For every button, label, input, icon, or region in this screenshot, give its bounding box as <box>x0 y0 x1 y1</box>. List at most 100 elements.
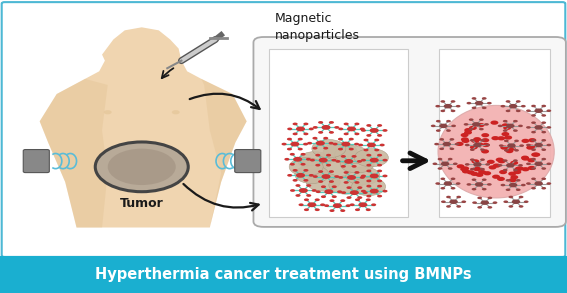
Circle shape <box>433 163 437 165</box>
Circle shape <box>475 182 483 187</box>
Circle shape <box>361 129 366 132</box>
Circle shape <box>526 146 534 150</box>
Circle shape <box>366 185 371 188</box>
Circle shape <box>321 195 326 198</box>
Circle shape <box>377 134 382 137</box>
Circle shape <box>492 136 500 140</box>
Circle shape <box>341 142 350 146</box>
Circle shape <box>347 127 356 131</box>
Circle shape <box>344 181 349 184</box>
Circle shape <box>316 141 325 146</box>
Circle shape <box>354 171 359 174</box>
Circle shape <box>487 102 492 104</box>
Circle shape <box>503 169 507 171</box>
Circle shape <box>501 184 505 186</box>
Circle shape <box>333 203 342 208</box>
Circle shape <box>521 105 526 108</box>
Circle shape <box>531 139 536 142</box>
Ellipse shape <box>438 105 554 198</box>
Circle shape <box>313 175 318 178</box>
FancyBboxPatch shape <box>2 2 565 257</box>
Circle shape <box>323 147 328 149</box>
Circle shape <box>366 208 371 211</box>
Circle shape <box>298 148 303 150</box>
Circle shape <box>354 143 359 145</box>
Circle shape <box>290 153 295 156</box>
Circle shape <box>499 170 507 174</box>
Circle shape <box>315 190 320 193</box>
Circle shape <box>354 132 359 135</box>
Circle shape <box>366 164 371 166</box>
Circle shape <box>473 137 481 141</box>
FancyBboxPatch shape <box>253 37 566 227</box>
Circle shape <box>312 137 318 139</box>
Circle shape <box>331 159 336 161</box>
FancyBboxPatch shape <box>23 149 49 173</box>
Circle shape <box>374 149 379 151</box>
Circle shape <box>522 156 530 161</box>
Circle shape <box>329 209 335 212</box>
Circle shape <box>506 124 515 128</box>
Circle shape <box>446 120 451 122</box>
Circle shape <box>450 148 454 150</box>
Circle shape <box>470 159 475 161</box>
Circle shape <box>514 149 519 151</box>
Circle shape <box>456 142 464 146</box>
Circle shape <box>446 205 451 208</box>
Circle shape <box>95 142 188 192</box>
Circle shape <box>453 163 458 165</box>
Circle shape <box>435 105 440 108</box>
Circle shape <box>363 191 367 194</box>
Circle shape <box>439 138 444 141</box>
Circle shape <box>441 100 445 103</box>
Circle shape <box>335 126 339 129</box>
Circle shape <box>431 125 435 127</box>
Circle shape <box>337 190 342 193</box>
Circle shape <box>514 139 519 142</box>
Circle shape <box>526 144 531 146</box>
Circle shape <box>293 169 298 172</box>
Circle shape <box>329 121 334 124</box>
Circle shape <box>506 163 515 168</box>
Circle shape <box>521 156 529 160</box>
Circle shape <box>377 124 382 127</box>
Circle shape <box>534 143 543 147</box>
Circle shape <box>482 107 486 109</box>
Circle shape <box>441 187 445 190</box>
Circle shape <box>498 164 502 167</box>
Circle shape <box>326 164 331 166</box>
Circle shape <box>321 185 326 188</box>
Circle shape <box>467 170 475 174</box>
Circle shape <box>509 104 518 108</box>
Circle shape <box>497 136 505 140</box>
Circle shape <box>293 179 298 182</box>
Circle shape <box>354 149 388 167</box>
Circle shape <box>480 139 485 142</box>
Text: Tumor: Tumor <box>120 197 164 210</box>
Circle shape <box>296 127 305 131</box>
Circle shape <box>547 144 551 146</box>
Circle shape <box>370 158 379 163</box>
Circle shape <box>503 126 511 130</box>
Circle shape <box>469 128 473 130</box>
Circle shape <box>321 125 331 130</box>
Circle shape <box>293 132 298 135</box>
Circle shape <box>472 97 476 100</box>
Circle shape <box>473 167 481 171</box>
Circle shape <box>506 100 510 103</box>
Circle shape <box>361 175 366 177</box>
Circle shape <box>377 195 382 197</box>
Circle shape <box>513 120 518 122</box>
Circle shape <box>309 127 314 130</box>
Circle shape <box>516 166 524 171</box>
Circle shape <box>496 158 503 162</box>
Circle shape <box>347 175 356 180</box>
Circle shape <box>366 124 371 127</box>
Circle shape <box>382 129 387 132</box>
Text: Magnetic
nanoparticles: Magnetic nanoparticles <box>275 12 360 42</box>
Circle shape <box>332 185 337 188</box>
Circle shape <box>541 149 546 151</box>
Circle shape <box>355 198 360 201</box>
Circle shape <box>475 101 483 105</box>
Circle shape <box>531 105 536 107</box>
